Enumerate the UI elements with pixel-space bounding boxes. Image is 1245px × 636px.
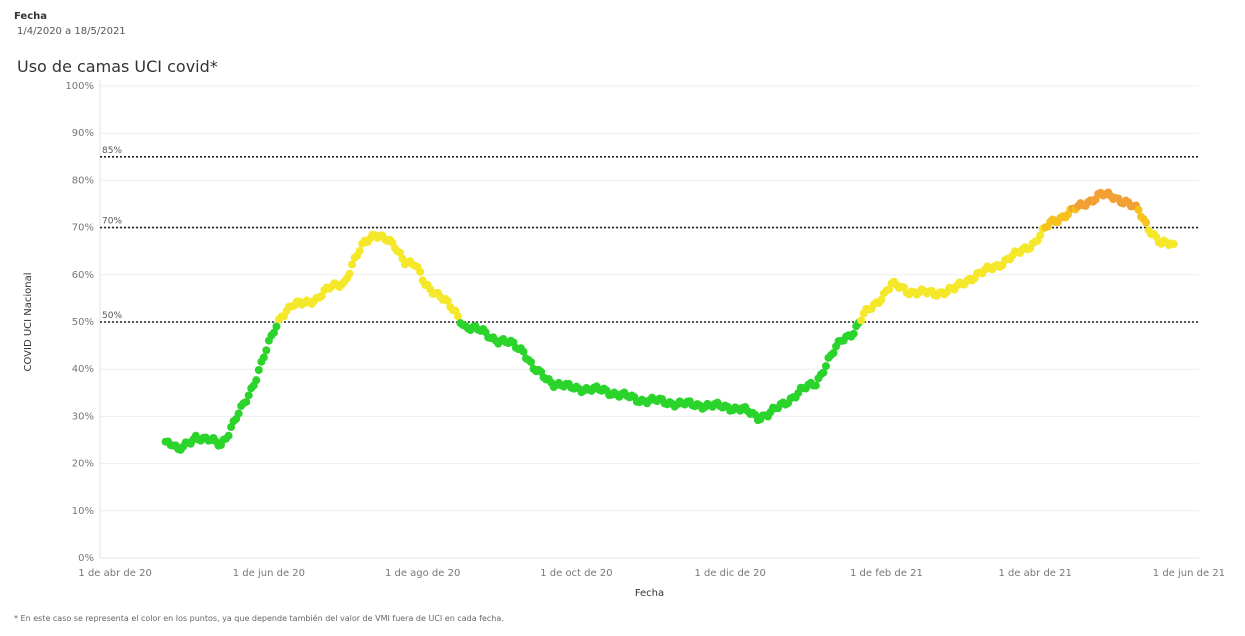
data-point (1134, 205, 1143, 214)
data-point (811, 381, 820, 390)
x-tick-label: 1 de jun de 21 (1153, 568, 1225, 579)
y-tick-label: 0% (78, 553, 94, 564)
x-tick-label: 1 de abr de 20 (78, 568, 151, 579)
data-point (821, 362, 830, 371)
y-tick-label: 100% (65, 81, 94, 92)
x-tick-label: 1 de feb de 21 (850, 568, 923, 579)
y-tick-label: 70% (72, 223, 94, 234)
y-tick-label: 20% (72, 459, 94, 470)
chart-footnote: * En este caso se representa el color en… (14, 614, 504, 623)
y-tick-label: 50% (72, 317, 94, 328)
x-axis-title: Fecha (635, 588, 664, 599)
data-point (348, 260, 357, 269)
data-point (345, 269, 354, 278)
data-point (453, 312, 462, 321)
data-point (829, 348, 838, 357)
y-tick-label: 30% (72, 411, 94, 422)
data-point (244, 391, 253, 400)
y-tick-label: 90% (72, 128, 94, 139)
data-point (269, 328, 278, 337)
data-point (272, 322, 281, 331)
data-point (259, 353, 268, 362)
y-tick-label: 60% (72, 270, 94, 281)
x-tick-label: 1 de jun de 20 (233, 568, 305, 579)
data-point (519, 347, 528, 356)
x-tick-label: 1 de ago de 20 (385, 568, 460, 579)
data-point (355, 246, 364, 255)
data-point (1169, 240, 1178, 249)
data-point (1142, 218, 1151, 227)
data-point (857, 316, 866, 325)
chart-title: Uso de camas UCI covid* (17, 57, 218, 76)
y-axis-title: COVID UCI Nacional (23, 272, 34, 371)
filter-label: Fecha (14, 11, 48, 22)
data-point (1036, 231, 1045, 240)
y-tick-label: 40% (72, 364, 94, 375)
data-point (849, 329, 858, 338)
data-point (527, 358, 536, 367)
data-point (224, 431, 233, 440)
data-point (254, 365, 263, 374)
reference-line-label: 85% (102, 146, 122, 156)
chart-plot: 0% 10% 20% 30% 40% 50% 60% 70% 80% 90% 100% 1 de ab… (23, 80, 1225, 599)
data-point (252, 376, 261, 385)
y-tick-label: 10% (72, 506, 94, 517)
data-point (443, 297, 452, 306)
data-point (877, 295, 886, 304)
data-point (262, 346, 271, 355)
reference-line-label: 70% (102, 217, 122, 227)
data-point (416, 267, 425, 276)
filter-date-range[interactable]: 1/4/2020 a 18/5/2021 (17, 26, 126, 37)
reference-line-label: 50% (102, 311, 122, 321)
x-tick-label: 1 de oct de 20 (540, 568, 612, 579)
data-point (819, 368, 828, 377)
x-tick-label: 1 de abr de 21 (998, 568, 1071, 579)
y-tick-label: 80% (72, 175, 94, 186)
x-tick-label: 1 de dic de 20 (694, 568, 765, 579)
data-point (234, 409, 243, 418)
data-point (242, 397, 251, 406)
